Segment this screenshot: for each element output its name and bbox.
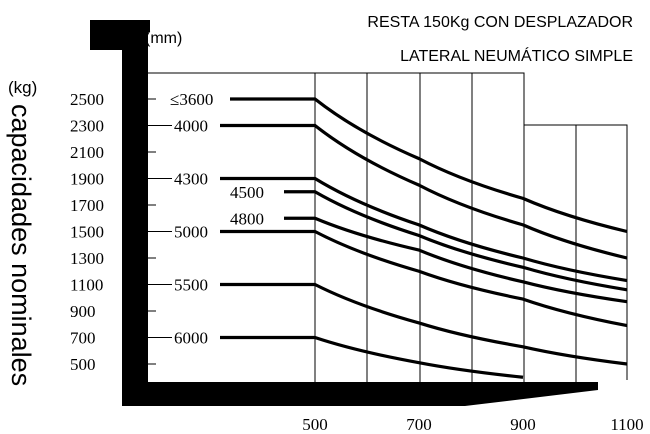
series-label: 5000 — [174, 223, 208, 242]
series-line — [284, 216, 628, 304]
x-tick-labels: 500 700 900 1100 — [302, 415, 643, 434]
frame-bottom-bar — [122, 382, 598, 406]
y-tick-label: 700 — [70, 329, 96, 348]
series-label: 4300 — [174, 170, 208, 189]
series-label: ≤3600 — [170, 90, 213, 109]
x-unit-label: (mm) — [145, 30, 182, 47]
series-line — [284, 190, 628, 292]
y-tick-label: 1500 — [70, 223, 104, 242]
chart-title-line-1: RESTA 150Kg CON DESPLAZADOR — [367, 14, 633, 31]
frame-top-bracket — [90, 20, 150, 50]
series-line — [220, 123, 628, 260]
chart-title-line-2: LATERAL NEUMÁTICO SIMPLE — [400, 46, 633, 65]
y-tick-label: 2300 — [70, 117, 104, 136]
x-tick-label: 500 — [302, 415, 328, 434]
y-tick-label: 900 — [70, 302, 96, 321]
series-line — [220, 229, 628, 328]
y-tick-label: 1900 — [70, 170, 104, 189]
grid — [148, 72, 628, 382]
x-tick-label: 700 — [406, 415, 432, 434]
series-label: 5500 — [174, 276, 208, 295]
y-axis-label: capacidades nominales — [6, 104, 36, 386]
series-line — [230, 97, 628, 234]
series-label: 4000 — [174, 117, 208, 136]
y-tick-labels: 2500 2300 2100 1900 1700 1500 1300 1100 900 700 50… — [70, 90, 156, 374]
y-tick-label: 1700 — [70, 196, 104, 215]
series-line — [220, 335, 524, 379]
y-tick-label: 500 — [70, 355, 96, 374]
series-line — [220, 282, 628, 366]
x-tick-label: 900 — [510, 415, 536, 434]
y-tick-label: 1100 — [70, 276, 103, 295]
series-label: 6000 — [174, 329, 208, 348]
x-tick-label: 1100 — [610, 415, 643, 434]
series-label: 4500 — [230, 183, 264, 202]
y-tick-label: 2500 — [70, 90, 104, 109]
series-line — [220, 176, 628, 283]
grid-outline — [148, 72, 628, 380]
y-tick-label: 2100 — [70, 143, 104, 162]
y-tick-label: 1300 — [70, 249, 104, 268]
frame-vertical-bar — [122, 32, 148, 392]
series-labels: ≤3600 4000 4300 4500 4800 5000 5500 6000 — [148, 90, 264, 348]
series-label: 4800 — [230, 209, 264, 228]
y-unit-label: (kg) — [8, 78, 37, 97]
series-lines — [220, 97, 628, 379]
